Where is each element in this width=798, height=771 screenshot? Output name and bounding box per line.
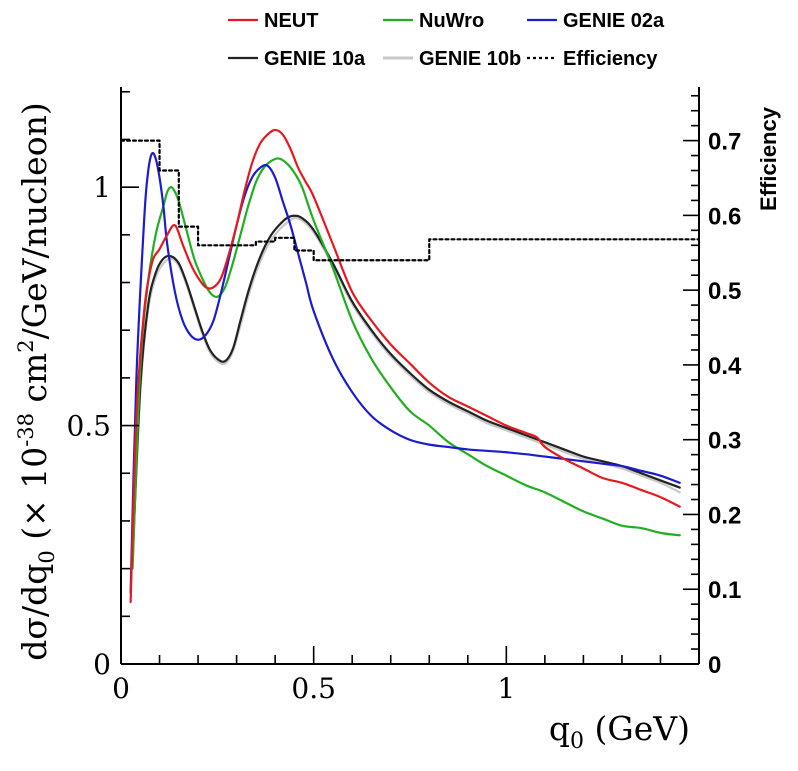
series-line-efficiency bbox=[119, 139, 701, 262]
legend-label: NEUT bbox=[264, 10, 318, 32]
x-tick-label: 1 bbox=[497, 672, 515, 705]
legend-item-genie-10a: GENIE 10a bbox=[228, 48, 366, 70]
legend-label: GENIE 10a bbox=[264, 48, 366, 70]
y2-tick-label: 0.3 bbox=[708, 428, 741, 455]
series-line-neut bbox=[129, 128, 681, 604]
x-tick-label: 0 bbox=[112, 672, 130, 705]
legend-item-neut: NEUT bbox=[228, 10, 318, 32]
y2-tick-label: 0.2 bbox=[708, 502, 741, 529]
series-line-genie-10b bbox=[131, 216, 681, 565]
series-lines bbox=[119, 128, 701, 604]
y2-axis-title: Efficiency bbox=[756, 106, 781, 211]
series-line-nuwro bbox=[131, 157, 681, 570]
y-tick-label: 0 bbox=[93, 648, 111, 681]
x-tick-label: 0.5 bbox=[291, 672, 336, 705]
y2-tick-label: 0 bbox=[708, 652, 721, 679]
y-tick-label: 0.5 bbox=[66, 410, 111, 443]
series-line-genie-02a bbox=[129, 151, 681, 594]
ticks: 0 0.5 1 0 0.5 1 0 0.1 0.2 0.3 0.4 0.5 0.6 0.7 bbox=[66, 90, 742, 705]
y2-tick-label: 0.1 bbox=[708, 577, 741, 604]
legend-item-efficiency: Efficiency bbox=[527, 48, 658, 70]
y-axis-title: dσ/dq0​ (× 10-38​ cm2​/GeV/nucleon) bbox=[14, 102, 59, 660]
legend-label: Efficiency bbox=[563, 48, 658, 70]
legend-item-nuwro: NuWro bbox=[383, 10, 484, 32]
legend-item-genie-02a: GENIE 02a bbox=[527, 10, 665, 32]
y2-tick-label: 0.5 bbox=[708, 278, 741, 305]
legend-item-genie-10b: GENIE 10b bbox=[383, 48, 521, 70]
y2-tick-label: 0.7 bbox=[708, 129, 741, 156]
series-line-genie-10a bbox=[131, 214, 681, 561]
y2-tick-label: 0.6 bbox=[708, 203, 741, 230]
legend: NEUT NuWro GENIE 02a GENIE 10a GENIE 10b Effi… bbox=[228, 10, 665, 70]
legend-label: GENIE 02a bbox=[563, 10, 665, 32]
y2-tick-label: 0.4 bbox=[708, 353, 742, 380]
legend-label: NuWro bbox=[419, 10, 484, 32]
y-tick-label: 1 bbox=[93, 171, 111, 204]
legend-label: GENIE 10b bbox=[419, 48, 521, 70]
axis-titles: q0 (GeV) dσ/dq0​ (× 10-38​ cm2​/GeV/nucle… bbox=[14, 102, 781, 754]
x-axis-title: q0 (GeV) bbox=[549, 709, 690, 754]
